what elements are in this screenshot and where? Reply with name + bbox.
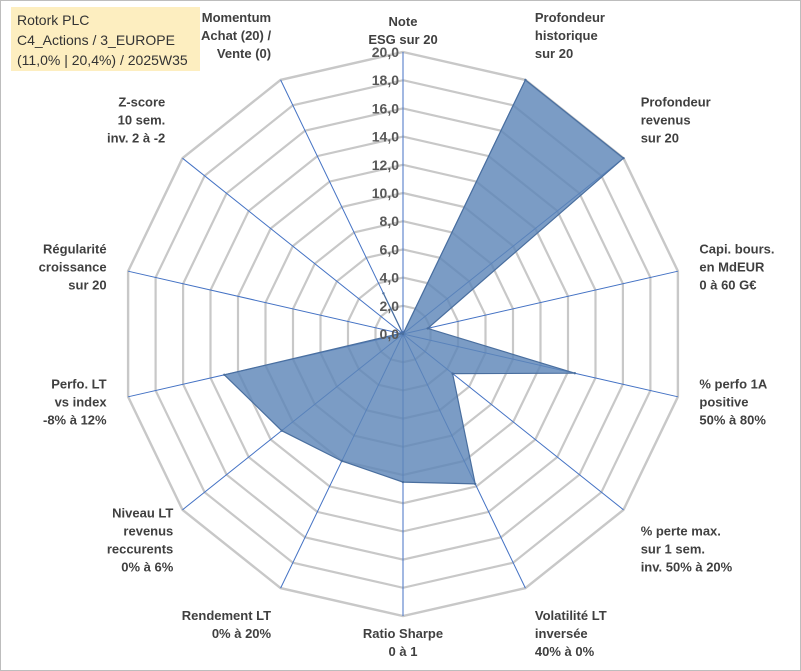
axis-label-line: inversée [535,626,588,641]
axis-label-line: sur 20 [535,46,573,61]
axis-label-line: inv. 50% à 20% [641,560,733,575]
tick-label: 8,0 [380,213,400,229]
tick-label-layer: 0,0 2,0 4,0 6,0 8,0 10,0 12,0 14,0 16,0 18,0 20,0 [372,44,399,342]
axis-label-line: 40% à 0% [535,644,595,659]
data-point [223,373,226,376]
data-point [401,332,405,336]
axis-label: Profondeur historique sur 20 [535,10,605,61]
axis-spoke [280,79,404,335]
axis-label-line: croissance [39,259,107,274]
axis-label-line: Profondeur [641,95,711,110]
axis-label-line: Rendement LT [182,608,271,623]
axis-label-line: sur 20 [641,131,679,146]
axis-label-line: 0 à 60 G€ [699,277,756,292]
tick-label: 16,0 [372,100,399,116]
axis-spoke [127,270,404,335]
axis-label-line: Z-score [118,95,165,110]
axis-label: Ratio Sharpe 0 à 1 [363,626,443,659]
axis-label-line: 0 à 1 [389,644,418,659]
data-point [474,482,477,486]
axis-label: Momentum Achat (20) / Vente (0) [201,10,271,61]
tick-label: 2,0 [380,298,400,314]
axis-spoke [402,270,679,335]
axis-label: Z-score 10 sem. inv. 2 à -2 [107,95,165,146]
axis-label: % perte max. sur 1 sem. inv. 50% à 20% [641,524,733,575]
axis-label-line: revenus [123,524,173,539]
data-point [573,372,576,375]
data-point [340,459,343,463]
data-point [451,372,454,375]
info-box: Rotork PLC C4_Actions / 3_EUROPE (11,0% … [11,7,200,71]
data-point [524,78,527,82]
axis-label-line: Achat (20) / [201,28,271,43]
axis-label-line: Profondeur [535,10,605,25]
data-point [399,332,402,335]
axis-label-line: positive [699,395,748,410]
axis-label-line: Niveau LT [112,506,173,521]
axis-label-line: 0% à 6% [121,560,173,575]
axis-label-line: revenus [641,113,691,128]
tick-label: 0,0 [380,326,400,342]
axis-label-line: sur 20 [68,277,106,292]
axis-label: Perfo. LT vs index -8% à 12% [43,377,107,428]
axis-label-line: Vente (0) [217,46,271,61]
tick-label: 20,0 [372,44,399,60]
axis-label: Niveau LT revenus reccurents 0% à 6% [107,506,174,575]
data-point [280,429,283,432]
axis-label-line: Ratio Sharpe [363,626,443,641]
axis-label-line: Volatilité LT [535,608,607,623]
axis-label-line: en MdEUR [699,259,765,274]
tick-label: 18,0 [372,72,399,88]
axis-label-line: ESG sur 20 [368,32,437,47]
axis-label-layer: Note ESG sur 20 Profondeur historique sur 20… [39,10,775,659]
axis-label: Note ESG sur 20 [368,14,437,47]
axis-label-line: historique [535,28,598,43]
axis-label-line: Capi. bours. [699,241,774,256]
tick-label: 12,0 [372,157,399,173]
performance-week: (11,0% | 20,4%) / 2025W35 [17,52,188,68]
axis-label-line: -8% à 12% [43,413,107,428]
data-point [401,480,405,484]
axis-label: % perfo 1A positive 50% à 80% [699,377,768,428]
axis-label-line: Perfo. LT [51,377,106,392]
axis-label-line: % perte max. [641,524,721,539]
axis-label-line: sur 1 sem. [641,542,705,557]
data-point [382,292,385,295]
tick-label: 14,0 [372,129,399,145]
axis-label: Profondeur revenus sur 20 [641,95,711,146]
data-point [426,327,429,330]
tick-label: 4,0 [380,270,400,286]
axis-label-line: Régularité [43,241,107,256]
axis-label: Capi. bours. en MdEUR 0 à 60 G€ [699,241,774,292]
axis-label-line: 0% à 20% [212,626,272,641]
axis-label: Volatilité LT inversée 40% à 0% [535,608,607,659]
axis-label-line: vs index [55,395,108,410]
axis-label: Rendement LT 0% à 20% [182,608,272,641]
axis-label-line: Note [389,14,418,29]
axis-label-line: 10 sem. [118,113,166,128]
axis-spoke [182,157,404,335]
axis-label-line: 50% à 80% [699,413,766,428]
series-layer [223,78,625,486]
axis-label: Régularité croissance sur 20 [39,241,107,292]
data-point [622,157,625,160]
axis-label-line: % perfo 1A [699,377,768,392]
axis-label-line: reccurents [107,542,173,557]
tick-label: 6,0 [380,241,400,257]
axis-label-line: Momentum [202,10,271,25]
portfolio-category: C4_Actions / 3_EUROPE [17,32,175,48]
company-name: Rotork PLC [17,12,90,28]
tick-label: 10,0 [372,185,399,201]
axis-label-line: inv. 2 à -2 [107,131,165,146]
